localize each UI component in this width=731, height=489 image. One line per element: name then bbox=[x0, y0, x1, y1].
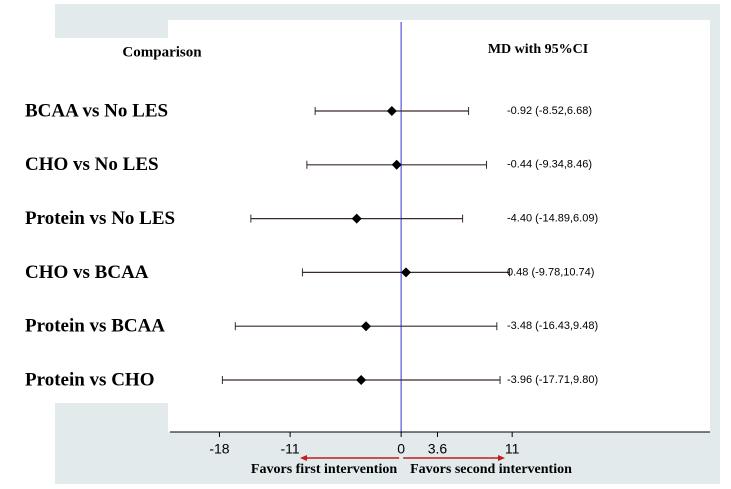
row-label: Protein vs No LES bbox=[25, 208, 175, 229]
estimate-marker bbox=[361, 321, 372, 332]
value-label: 0.48 (-9.78,10.74) bbox=[507, 266, 594, 278]
value-label: -4.40 (-14.89,6.09) bbox=[507, 213, 598, 225]
label-area bbox=[8, 38, 168, 403]
value-label: -0.44 (-9.34,8.46) bbox=[507, 159, 592, 171]
estimate-marker bbox=[356, 375, 367, 385]
x-tick-label: -11 bbox=[281, 441, 300, 457]
row-label: CHO vs BCAA bbox=[25, 262, 149, 283]
row-label: Protein vs CHO bbox=[25, 369, 154, 390]
plot-area bbox=[168, 20, 710, 432]
estimate-marker bbox=[351, 213, 362, 224]
value-label: -3.96 (-17.71,9.80) bbox=[507, 374, 598, 386]
x-tick-label: 0 bbox=[397, 441, 405, 457]
arrow-head bbox=[498, 455, 505, 461]
value-label: -0.92 (-8.52,6.68) bbox=[507, 105, 592, 117]
row-label: BCAA vs No LES bbox=[25, 100, 168, 121]
x-tick-label: 3.6 bbox=[428, 441, 448, 457]
favors-label: Favors first intervention bbox=[251, 462, 397, 477]
row-label: Protein vs BCAA bbox=[25, 316, 165, 337]
estimate-marker bbox=[386, 106, 397, 116]
arrow-head bbox=[300, 455, 307, 461]
estimate-marker bbox=[391, 159, 402, 170]
value-label: -3.48 (-16.43,9.48) bbox=[507, 320, 598, 332]
favors-label: Favors second intervention bbox=[410, 462, 572, 477]
column-header: Comparison bbox=[122, 44, 202, 60]
x-tick-label: 11 bbox=[505, 441, 520, 457]
row-label: CHO vs No LES bbox=[25, 154, 159, 175]
estimate-marker bbox=[400, 267, 411, 278]
x-tick-label: -18 bbox=[209, 441, 229, 457]
column-header: MD with 95%CI bbox=[488, 42, 588, 57]
